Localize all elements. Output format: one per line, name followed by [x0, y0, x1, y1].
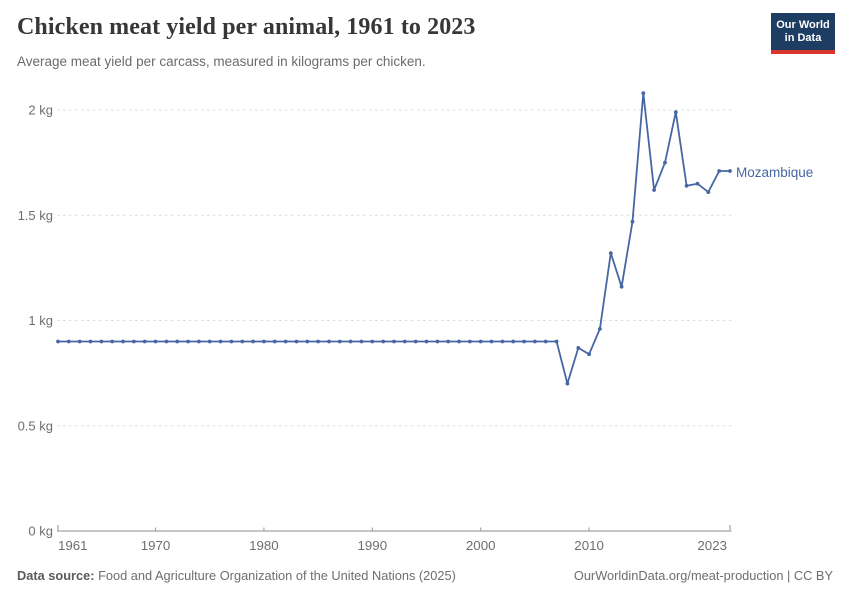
data-point[interactable]: [110, 339, 115, 344]
data-point[interactable]: [142, 339, 147, 344]
data-point[interactable]: [641, 91, 646, 96]
data-point[interactable]: [337, 339, 342, 344]
data-point[interactable]: [77, 339, 82, 344]
chart-subtitle: Average meat yield per carcass, measured…: [17, 54, 426, 69]
x-axis-tick-label: 2010: [574, 538, 604, 553]
data-point[interactable]: [240, 339, 245, 344]
data-point[interactable]: [348, 339, 353, 344]
data-point[interactable]: [543, 339, 548, 344]
chart-footer: Data source: Food and Agriculture Organi…: [17, 568, 833, 583]
data-point[interactable]: [522, 339, 526, 344]
data-point[interactable]: [684, 183, 689, 188]
data-point[interactable]: [66, 339, 71, 344]
data-point[interactable]: [500, 339, 505, 344]
data-point[interactable]: [457, 339, 461, 344]
data-point[interactable]: [56, 339, 60, 344]
series-label-mozambique[interactable]: Mozambique: [736, 165, 814, 180]
data-point[interactable]: [598, 327, 602, 331]
data-point[interactable]: [652, 188, 656, 192]
data-source-text: Food and Agriculture Organization of the…: [94, 568, 456, 583]
data-point[interactable]: [413, 339, 418, 344]
data-point[interactable]: [533, 339, 537, 344]
data-point[interactable]: [316, 339, 320, 344]
x-axis-tick-label: 2000: [466, 538, 496, 553]
data-point[interactable]: [88, 339, 93, 344]
data-point[interactable]: [175, 339, 180, 344]
data-point[interactable]: [663, 160, 667, 165]
data-point[interactable]: [251, 339, 256, 344]
data-point[interactable]: [478, 339, 483, 344]
data-point[interactable]: [294, 339, 299, 344]
y-axis-tick-label: 0 kg: [28, 524, 53, 539]
owid-logo[interactable]: Our World in Data: [771, 13, 835, 54]
data-point[interactable]: [197, 339, 201, 344]
data-point[interactable]: [424, 339, 429, 344]
data-point[interactable]: [554, 339, 559, 344]
data-point[interactable]: [402, 339, 407, 344]
data-point[interactable]: [186, 339, 191, 344]
data-point[interactable]: [489, 339, 494, 344]
data-point[interactable]: [695, 181, 700, 186]
data-source-label: Data source:: [17, 568, 95, 583]
data-point[interactable]: [229, 339, 234, 344]
x-axis-tick-label: 1990: [358, 538, 388, 553]
data-point[interactable]: [587, 352, 591, 357]
data-point[interactable]: [305, 339, 310, 344]
data-point[interactable]: [132, 339, 136, 344]
data-point[interactable]: [392, 339, 396, 344]
data-point[interactable]: [673, 110, 678, 114]
data-point[interactable]: [717, 169, 722, 173]
data-point[interactable]: [370, 339, 375, 344]
data-point[interactable]: [121, 339, 125, 344]
data-point[interactable]: [608, 251, 613, 256]
data-point[interactable]: [576, 346, 581, 350]
data-point[interactable]: [468, 339, 472, 344]
data-point[interactable]: [207, 339, 212, 344]
data-point[interactable]: [435, 339, 440, 344]
data-point[interactable]: [262, 339, 266, 344]
data-point[interactable]: [327, 339, 331, 344]
data-point[interactable]: [511, 339, 516, 344]
y-axis-tick-label: 2 kg: [28, 103, 53, 118]
data-point[interactable]: [359, 339, 364, 344]
data-point[interactable]: [381, 339, 386, 344]
owid-url-license[interactable]: OurWorldinData.org/meat-production | CC …: [573, 568, 833, 583]
x-axis-tick-label: 1970: [141, 538, 171, 553]
x-axis-tick-label: 1961: [58, 538, 88, 553]
data-point[interactable]: [565, 381, 570, 386]
data-point[interactable]: [619, 284, 624, 289]
y-axis-tick-label: 1 kg: [28, 313, 53, 328]
data-point[interactable]: [446, 339, 451, 344]
data-point[interactable]: [99, 339, 104, 344]
data-point[interactable]: [272, 339, 277, 344]
owid-logo-line2: in Data: [784, 32, 822, 44]
data-point[interactable]: [164, 339, 169, 344]
owid-logo-line1: Our World: [776, 19, 830, 31]
data-source-note: Data source: Food and Agriculture Organi…: [17, 568, 456, 583]
y-axis-tick-label: 1.5 kg: [18, 208, 53, 223]
data-point[interactable]: [283, 339, 288, 344]
data-point[interactable]: [630, 219, 635, 224]
y-axis-tick-label: 0.5 kg: [18, 418, 53, 433]
data-point[interactable]: [728, 169, 732, 173]
x-axis-tick-label: 2023: [697, 538, 727, 553]
data-point[interactable]: [153, 339, 158, 344]
data-point[interactable]: [706, 190, 711, 195]
data-point[interactable]: [218, 339, 223, 344]
x-axis-tick-label: 1980: [249, 538, 279, 553]
chart-title: Chicken meat yield per animal, 1961 to 2…: [17, 14, 476, 40]
